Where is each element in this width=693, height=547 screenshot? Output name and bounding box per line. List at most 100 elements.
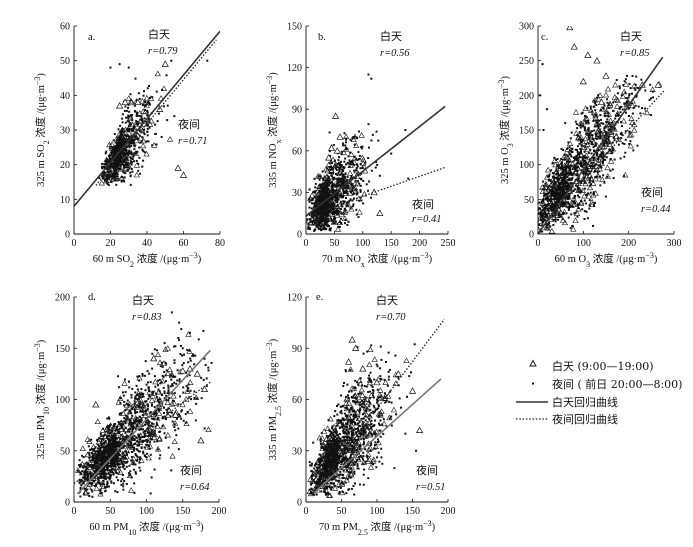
night-point xyxy=(135,411,138,414)
night-point xyxy=(574,166,577,169)
night-point xyxy=(102,464,105,467)
night-point xyxy=(123,109,126,112)
night-point xyxy=(193,390,196,393)
day-point xyxy=(590,191,597,198)
night-point xyxy=(106,435,109,438)
day-point xyxy=(108,442,116,449)
night-point xyxy=(132,139,135,142)
day-point xyxy=(336,133,344,140)
night-point xyxy=(329,182,332,185)
night-point xyxy=(605,156,608,159)
night-point xyxy=(200,376,203,379)
night-point xyxy=(637,105,640,108)
night-point xyxy=(334,475,337,478)
night-point xyxy=(144,417,147,420)
night-point xyxy=(157,379,160,382)
night-point xyxy=(357,151,360,154)
day-point xyxy=(118,175,125,181)
night-point xyxy=(144,104,147,107)
night-point xyxy=(593,129,596,132)
night-point xyxy=(322,452,325,455)
day-point xyxy=(342,207,349,214)
night-point xyxy=(143,104,146,107)
night-point xyxy=(359,483,362,486)
day-point xyxy=(558,182,565,188)
day-point xyxy=(561,151,569,158)
night-point xyxy=(340,421,343,424)
night-point xyxy=(543,193,546,196)
night-point xyxy=(376,365,379,368)
day-point xyxy=(327,216,334,222)
night-point xyxy=(79,463,82,466)
day-point xyxy=(595,121,602,127)
day-point xyxy=(603,108,610,114)
night-point xyxy=(131,425,134,428)
night-point xyxy=(145,124,148,127)
night-point xyxy=(155,143,158,146)
day-point xyxy=(575,134,582,141)
night-point xyxy=(569,149,572,152)
day-point xyxy=(85,462,92,468)
night-point xyxy=(88,456,91,459)
panel-a-night-r: r=0.71 xyxy=(178,136,208,147)
night-point xyxy=(602,144,605,147)
night-point xyxy=(158,408,161,411)
day-point xyxy=(325,154,333,161)
night-point xyxy=(567,208,570,211)
day-point xyxy=(554,212,561,219)
night-point xyxy=(138,466,141,469)
night-point xyxy=(579,160,582,163)
night-point xyxy=(565,190,568,193)
night-point xyxy=(621,108,624,111)
day-point xyxy=(343,146,350,152)
night-point xyxy=(635,95,638,98)
day-point xyxy=(145,454,152,461)
night-point xyxy=(127,106,130,109)
night-point xyxy=(131,430,134,433)
night-point xyxy=(151,393,154,396)
night-point xyxy=(337,179,340,182)
night-point xyxy=(568,153,571,156)
night-point xyxy=(585,115,588,118)
night-point xyxy=(588,181,591,184)
night-point xyxy=(369,371,372,374)
night-point xyxy=(141,440,144,443)
night-point xyxy=(319,202,322,205)
night-point xyxy=(615,78,618,81)
night-point xyxy=(556,185,559,188)
night-point xyxy=(163,397,166,400)
night-point xyxy=(325,443,328,446)
night-point xyxy=(120,459,123,462)
night-point xyxy=(614,117,617,120)
night-point xyxy=(340,409,343,412)
day-point xyxy=(131,124,138,131)
night-point xyxy=(583,155,586,158)
night-point xyxy=(557,179,560,182)
night-point xyxy=(361,413,364,416)
night-point xyxy=(101,167,104,170)
night-point xyxy=(345,428,348,431)
day-point xyxy=(559,199,566,205)
night-point xyxy=(619,133,622,136)
night-point xyxy=(602,107,605,110)
night-point xyxy=(339,163,342,166)
day-point xyxy=(146,424,153,431)
night-point xyxy=(170,378,173,381)
night-point xyxy=(79,486,82,489)
night-point xyxy=(99,432,102,435)
night-point xyxy=(147,118,150,121)
night-point xyxy=(349,422,352,425)
night-point xyxy=(313,214,316,217)
night-point xyxy=(113,151,116,154)
day-point xyxy=(152,378,159,385)
night-point xyxy=(114,178,117,181)
day-point xyxy=(603,122,610,129)
night-point xyxy=(194,354,197,357)
night-point xyxy=(151,412,154,415)
night-point xyxy=(140,436,143,439)
night-point xyxy=(569,160,572,163)
night-point xyxy=(341,458,344,461)
day-point xyxy=(624,99,631,106)
night-point xyxy=(333,176,336,179)
day-point xyxy=(330,219,337,225)
